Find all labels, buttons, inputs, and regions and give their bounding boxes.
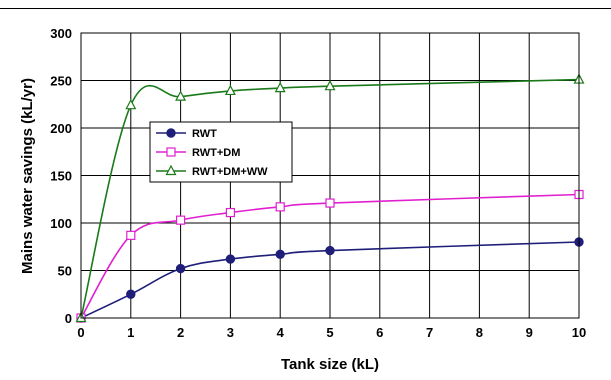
x-tick-label: 1 <box>127 325 134 340</box>
top-border-line <box>0 8 611 9</box>
legend-label: RWT <box>192 128 217 140</box>
data-point <box>125 98 137 110</box>
y-tick-label: 100 <box>50 216 72 231</box>
x-tick-label: 7 <box>426 325 433 340</box>
x-axis-title: Tank size (kL) <box>281 356 379 373</box>
legend-item: RWT <box>156 128 217 140</box>
data-point <box>175 263 186 274</box>
x-tick-label: 10 <box>572 325 586 340</box>
data-point <box>165 164 177 176</box>
data-point <box>166 128 176 138</box>
y-tick-label: 150 <box>50 169 72 184</box>
x-tick-labels: 0 1 2 3 4 5 6 7 8 9 10 <box>77 325 586 340</box>
series-line <box>80 241 580 319</box>
data-point <box>225 254 236 264</box>
data-point <box>224 84 236 96</box>
x-tick-label: 0 <box>77 325 84 340</box>
data-point <box>325 198 335 208</box>
x-tick-label: 5 <box>326 325 333 340</box>
y-tick-labels: 0 50 100 150 200 250 300 <box>50 26 72 326</box>
x-tick-label: 8 <box>476 325 483 340</box>
y-tick-label: 300 <box>50 26 72 41</box>
legend-item: RWT+DM <box>156 147 240 159</box>
x-tick-label: 6 <box>376 325 383 340</box>
plot-border <box>80 32 580 319</box>
y-tick-label: 200 <box>50 121 72 136</box>
y-tick-label: 0 <box>65 311 72 326</box>
y-tick-label: 50 <box>58 264 72 279</box>
x-tick-label: 3 <box>227 325 234 340</box>
data-point <box>225 207 235 218</box>
y-axis-title: Mains water savings (kL/yr) <box>19 78 36 274</box>
legend-label: RWT+DM+WW <box>192 166 268 178</box>
y-tick-label: 250 <box>50 74 72 89</box>
data-point <box>324 79 336 91</box>
series-layer <box>75 73 585 323</box>
series-rwt-dm-ww <box>75 73 585 323</box>
data-point <box>275 249 285 260</box>
data-point <box>166 147 176 157</box>
legend-item: RWT+DM+WW <box>156 164 268 178</box>
x-tick-label: 2 <box>177 325 184 340</box>
data-point <box>175 90 187 101</box>
x-tick-label: 9 <box>526 325 533 340</box>
x-tick-label: 4 <box>277 325 285 340</box>
data-point <box>325 245 335 256</box>
legend-label: RWT+DM <box>192 147 240 159</box>
legend: RWT RWT+DM RWT+DM+WW <box>149 121 293 183</box>
data-point <box>126 230 136 240</box>
data-point <box>126 289 136 299</box>
data-point <box>274 81 286 93</box>
data-point <box>275 202 285 212</box>
data-point <box>176 215 186 225</box>
